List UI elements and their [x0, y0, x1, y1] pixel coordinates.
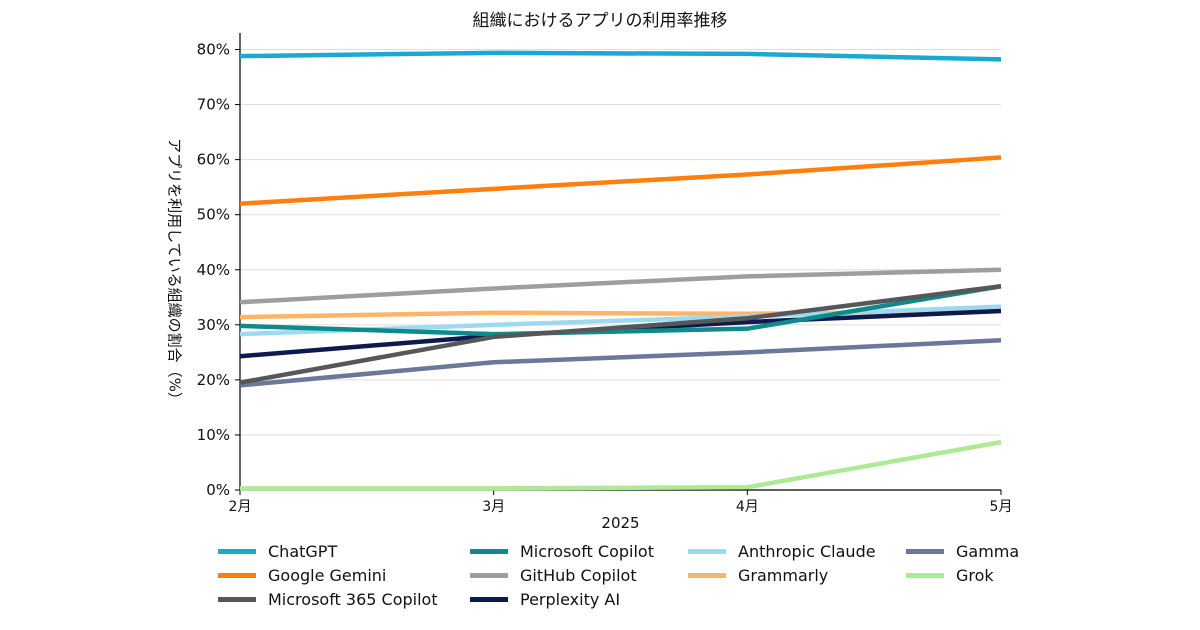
legend-swatch	[470, 549, 508, 554]
legend-item: Perplexity AI	[470, 590, 620, 609]
legend-item: Google Gemini	[218, 566, 386, 585]
legend-swatch	[906, 573, 944, 578]
y-tick-label: 80%	[197, 41, 230, 59]
legend-item: Microsoft Copilot	[470, 542, 654, 561]
legend-swatch	[906, 549, 944, 554]
legend-label: ChatGPT	[268, 542, 338, 561]
legend-swatch	[688, 549, 726, 554]
legend-item: Gamma	[906, 542, 1019, 561]
x-tick-label: 4月	[736, 499, 759, 515]
legend-label: Gamma	[956, 542, 1020, 561]
x-axis-label: 2025	[601, 514, 639, 532]
legend-item: Grammarly	[688, 566, 828, 585]
x-tick-label: 5月	[990, 499, 1013, 515]
x-tick-label: 2月	[229, 499, 252, 515]
series-line-google-gemini	[239, 155, 1002, 206]
series-line-gamma	[239, 337, 1002, 388]
legend-swatch	[218, 597, 256, 602]
y-axis-label: アプリを利用している組織の割合（%）	[165, 138, 184, 407]
y-tick-label: 70%	[197, 96, 230, 114]
y-tick-label: 40%	[197, 261, 230, 279]
legend-swatch	[470, 573, 508, 578]
legend-label: Perplexity AI	[520, 590, 621, 609]
y-tick-label: 20%	[197, 371, 230, 389]
series-line-chatgpt	[239, 50, 1002, 62]
y-tick-label: 10%	[197, 426, 230, 444]
legend-swatch	[470, 597, 508, 602]
chart-title: 組織におけるアプリの利用率推移	[472, 11, 728, 31]
legend-swatch	[218, 573, 256, 578]
legend-label: Microsoft 365 Copilot	[268, 590, 438, 609]
legend-item: Anthropic Claude	[688, 542, 876, 561]
legend-item: Microsoft 365 Copilot	[218, 590, 438, 609]
legend-item: Grok	[906, 566, 994, 585]
legend-label: Google Gemini	[268, 566, 387, 585]
legend-item: ChatGPT	[218, 542, 337, 561]
series-line-microsoft-365-copilot	[239, 284, 1002, 385]
legend-label: Grok	[956, 566, 994, 585]
series-line-grok	[240, 439, 1002, 491]
legend-swatch	[688, 573, 726, 578]
series-line-microsoft-copilot	[239, 284, 1002, 337]
series-line-github-copilot	[239, 267, 1002, 305]
legend-label: GitHub Copilot	[520, 566, 637, 585]
legend-label: Microsoft Copilot	[520, 542, 654, 561]
x-tick-label: 3月	[482, 499, 505, 515]
legend-label: Anthropic Claude	[738, 542, 876, 561]
y-tick-label: 60%	[197, 151, 230, 169]
legend-swatch	[218, 549, 256, 554]
line-chart: 0% 10% 20% 30% 40% 50% 60% 70% 80% 2月 3月 4月 5月 2025	[197, 33, 1013, 532]
legend-item: GitHub Copilot	[470, 566, 637, 585]
y-tick-label: 30%	[197, 316, 230, 334]
legend-label: Grammarly	[738, 566, 829, 585]
y-tick-label: 50%	[197, 206, 230, 224]
y-tick-label: 0%	[206, 481, 230, 499]
